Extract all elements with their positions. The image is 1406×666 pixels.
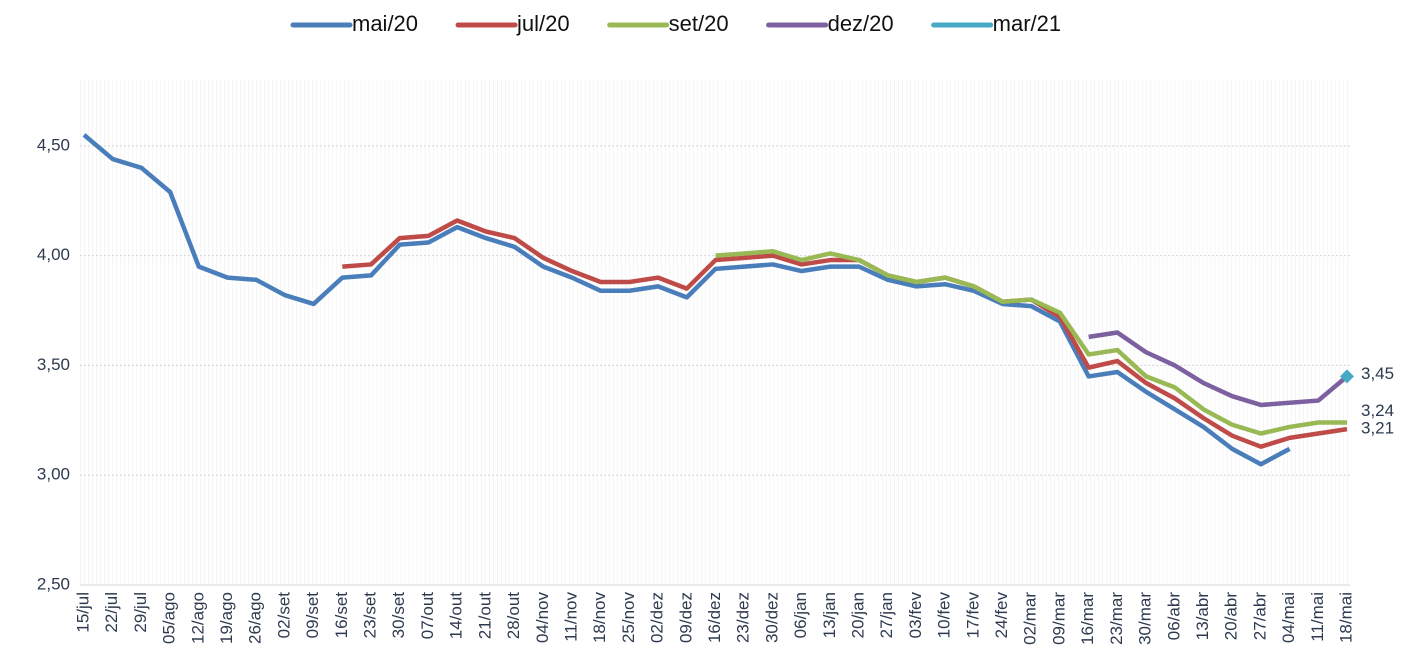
y-tick-label: 4,50 xyxy=(37,135,70,154)
legend-label: mar/21 xyxy=(993,11,1061,36)
x-tick-label: 04/nov xyxy=(533,592,552,644)
x-tick-label: 24/fev xyxy=(992,592,1011,639)
x-tick-label: 13/jan xyxy=(820,592,839,638)
x-tick-label: 16/mar xyxy=(1078,592,1097,645)
x-tick-label: 14/out xyxy=(447,592,466,640)
x-tick-label: 02/mar xyxy=(1021,592,1040,645)
x-tick-label: 18/nov xyxy=(590,592,609,644)
end-label: 3,21 xyxy=(1361,419,1394,438)
x-tick-label: 20/abr xyxy=(1222,592,1241,641)
x-tick-label: 30/set xyxy=(389,592,408,639)
x-tick-label: 03/fev xyxy=(906,592,925,639)
x-tick-label: 07/out xyxy=(418,592,437,640)
x-tick-label: 30/dez xyxy=(762,592,781,643)
x-tick-label: 21/out xyxy=(475,592,494,640)
x-tick-label: 29/jul xyxy=(131,592,150,633)
x-tick-label: 16/dez xyxy=(705,592,724,643)
x-tick-label: 09/dez xyxy=(676,592,695,643)
x-tick-label: 15/jul xyxy=(73,592,92,633)
x-tick-label: 13/abr xyxy=(1193,592,1212,641)
x-tick-label: 25/nov xyxy=(619,592,638,644)
x-tick-label: 27/abr xyxy=(1250,592,1269,641)
legend-label: mai/20 xyxy=(352,11,418,36)
y-tick-label: 2,50 xyxy=(37,574,70,593)
x-tick-label: 06/jan xyxy=(791,592,810,638)
x-tick-label: 17/fev xyxy=(963,592,982,639)
x-tick-label: 23/mar xyxy=(1107,592,1126,645)
x-tick-label: 23/set xyxy=(361,592,380,639)
x-tick-label: 10/fev xyxy=(935,592,954,639)
y-tick-label: 3,00 xyxy=(37,465,70,484)
x-tick-label: 04/mai xyxy=(1279,592,1298,643)
x-tick-label: 19/ago xyxy=(217,592,236,644)
series-line xyxy=(1088,330,1349,408)
x-tick-label: 20/jan xyxy=(849,592,868,638)
x-tick-label: 30/mar xyxy=(1136,592,1155,645)
y-tick-label: 4,00 xyxy=(37,245,70,264)
x-tick-label: 02/set xyxy=(274,592,293,639)
x-tick-label: 11/mai xyxy=(1308,592,1327,642)
series-line xyxy=(82,133,1291,467)
x-tick-label: 06/abr xyxy=(1164,592,1183,641)
minor-grid xyxy=(80,80,1350,585)
legend-label: dez/20 xyxy=(828,11,894,36)
point-marker xyxy=(1340,369,1354,384)
legend-label: set/20 xyxy=(669,11,729,36)
x-tick-label: 26/ago xyxy=(246,592,265,644)
x-tick-label: 09/set xyxy=(303,592,322,639)
x-tick-label: 05/ago xyxy=(160,592,179,644)
x-tick-label: 11/nov xyxy=(561,592,580,642)
x-tick-label: 27/jan xyxy=(877,592,896,638)
x-tick-label: 22/jul xyxy=(102,592,121,633)
x-tick-label: 28/out xyxy=(504,592,523,640)
x-tick-label: 09/mar xyxy=(1049,592,1068,645)
x-tick-label: 23/dez xyxy=(734,592,753,643)
end-label: 3,45 xyxy=(1361,364,1394,383)
series-line xyxy=(342,218,1348,449)
series-line xyxy=(715,249,1347,436)
x-tick-label: 12/ago xyxy=(188,592,207,644)
x-tick-label: 02/dez xyxy=(648,592,667,643)
x-tick-label: 16/set xyxy=(332,592,351,639)
legend-label: jul/20 xyxy=(516,11,570,36)
x-tick-label: 18/mai xyxy=(1336,592,1355,643)
y-tick-label: 3,50 xyxy=(37,355,70,374)
end-label: 3,24 xyxy=(1361,401,1394,420)
